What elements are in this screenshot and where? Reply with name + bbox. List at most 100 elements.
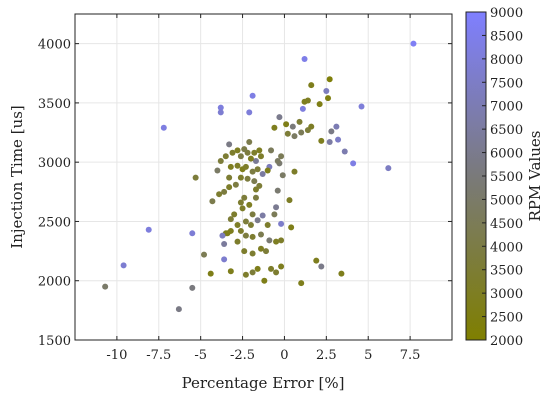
scatter-point (145, 226, 152, 233)
scatter-point (231, 211, 238, 218)
colorbar-tick-label: 6000 (490, 147, 523, 162)
scatter-point (313, 257, 320, 264)
scatter-point (227, 216, 234, 223)
scatter-point (283, 121, 290, 128)
scatter-point (308, 123, 315, 130)
scatter-point (252, 186, 259, 193)
scatter-point (222, 153, 229, 160)
scatter-point (249, 233, 256, 240)
scatter-point (278, 220, 285, 227)
plot-area (75, 14, 452, 340)
scatter-point (234, 222, 241, 229)
y-tick-label: 1500 (38, 334, 71, 349)
scatter-point (237, 153, 244, 160)
scatter-point (326, 76, 333, 83)
scatter-point (304, 97, 311, 104)
scatter-point (242, 232, 249, 239)
colorbar-tick-label: 2000 (490, 334, 523, 349)
scatter-point (254, 265, 261, 272)
scatter-point (358, 103, 365, 110)
scatter-point (221, 240, 228, 247)
scatter-point (217, 109, 224, 116)
colorbar-tick-label: 8500 (490, 29, 523, 44)
scatter-point (237, 199, 244, 206)
scatter-point (242, 163, 249, 170)
scatter-point (289, 123, 296, 130)
scatter-point (254, 217, 261, 224)
scatter-point (214, 167, 221, 174)
scatter-point (249, 211, 256, 218)
scatter-point (120, 262, 127, 269)
x-axis-ticks: -10 -7.5 -5 -2.5 0 2.5 5 7.5 (106, 14, 420, 363)
scatter-point (226, 141, 233, 148)
x-tick-label: 5 (364, 348, 372, 363)
scatter-point (175, 306, 182, 313)
y-axis-label: Injection Time [us] (8, 105, 26, 249)
scatter-point (189, 230, 196, 237)
scatter-point (234, 238, 241, 245)
colorbar-tick-label: 3500 (490, 264, 523, 279)
colorbar-tick-label: 9000 (490, 6, 523, 21)
scatter-point (249, 269, 256, 276)
scatter-point (254, 166, 261, 173)
colorbar-tick-label: 8000 (490, 53, 523, 68)
scatter-point (338, 270, 345, 277)
scatter-point (261, 277, 268, 284)
scatter-point (237, 227, 244, 234)
scatter-point (234, 162, 241, 169)
scatter-point (271, 124, 278, 131)
scatter-point (216, 191, 223, 198)
scatter-point (241, 248, 248, 255)
scatter-point (264, 222, 271, 229)
y-tick-label: 2000 (38, 275, 71, 290)
colorbar-tick-label: 4000 (490, 240, 523, 255)
scatter-point (318, 137, 325, 144)
y-tick-label: 3000 (38, 156, 71, 171)
scatter-point (257, 245, 264, 252)
scatter-point (291, 133, 298, 140)
scatter-point (247, 155, 254, 162)
x-tick-label: -2.5 (230, 348, 255, 363)
scatter-point (221, 188, 228, 195)
scatter-point (244, 175, 251, 182)
colorbar-tick-label: 3000 (490, 287, 523, 302)
scatter-point (335, 136, 342, 143)
scatter-point (246, 109, 253, 116)
scatter-point (227, 163, 234, 170)
x-tick-label: 0 (280, 348, 288, 363)
scatter-point (209, 198, 216, 205)
scatter-point (286, 197, 293, 204)
scatter-point (189, 284, 196, 291)
scatter-point (247, 222, 254, 229)
data-points (102, 40, 417, 313)
scatter-point (259, 212, 266, 219)
scatter-point (273, 269, 280, 276)
scatter-point (273, 204, 280, 211)
x-tick-label: -10 (106, 348, 127, 363)
y-tick-label: 3500 (38, 97, 71, 112)
scatter-point (278, 263, 285, 270)
scatter-point (242, 271, 249, 278)
scatter-point (217, 157, 224, 164)
scatter-point (242, 218, 249, 225)
scatter-point (350, 160, 357, 167)
x-axis-label: Percentage Error [%] (182, 374, 345, 392)
scatter-point (201, 251, 208, 258)
scatter-point (299, 105, 306, 112)
scatter-point (268, 147, 275, 154)
scatter-point (219, 232, 226, 239)
scatter-point (226, 184, 233, 191)
scatter-point (224, 230, 231, 237)
scatter-point (241, 194, 248, 201)
scatter-point (246, 201, 253, 208)
scatter-point (237, 174, 244, 181)
colorbar-tick-label: 7500 (490, 76, 523, 91)
scatter-point (325, 95, 332, 102)
scatter-point (301, 56, 308, 63)
scatter-point (323, 88, 330, 95)
scatter-point (239, 205, 246, 212)
colorbar-tick-label: 2500 (490, 311, 523, 326)
colorbar-tick-label: 5500 (490, 170, 523, 185)
scatter-point (296, 118, 303, 125)
